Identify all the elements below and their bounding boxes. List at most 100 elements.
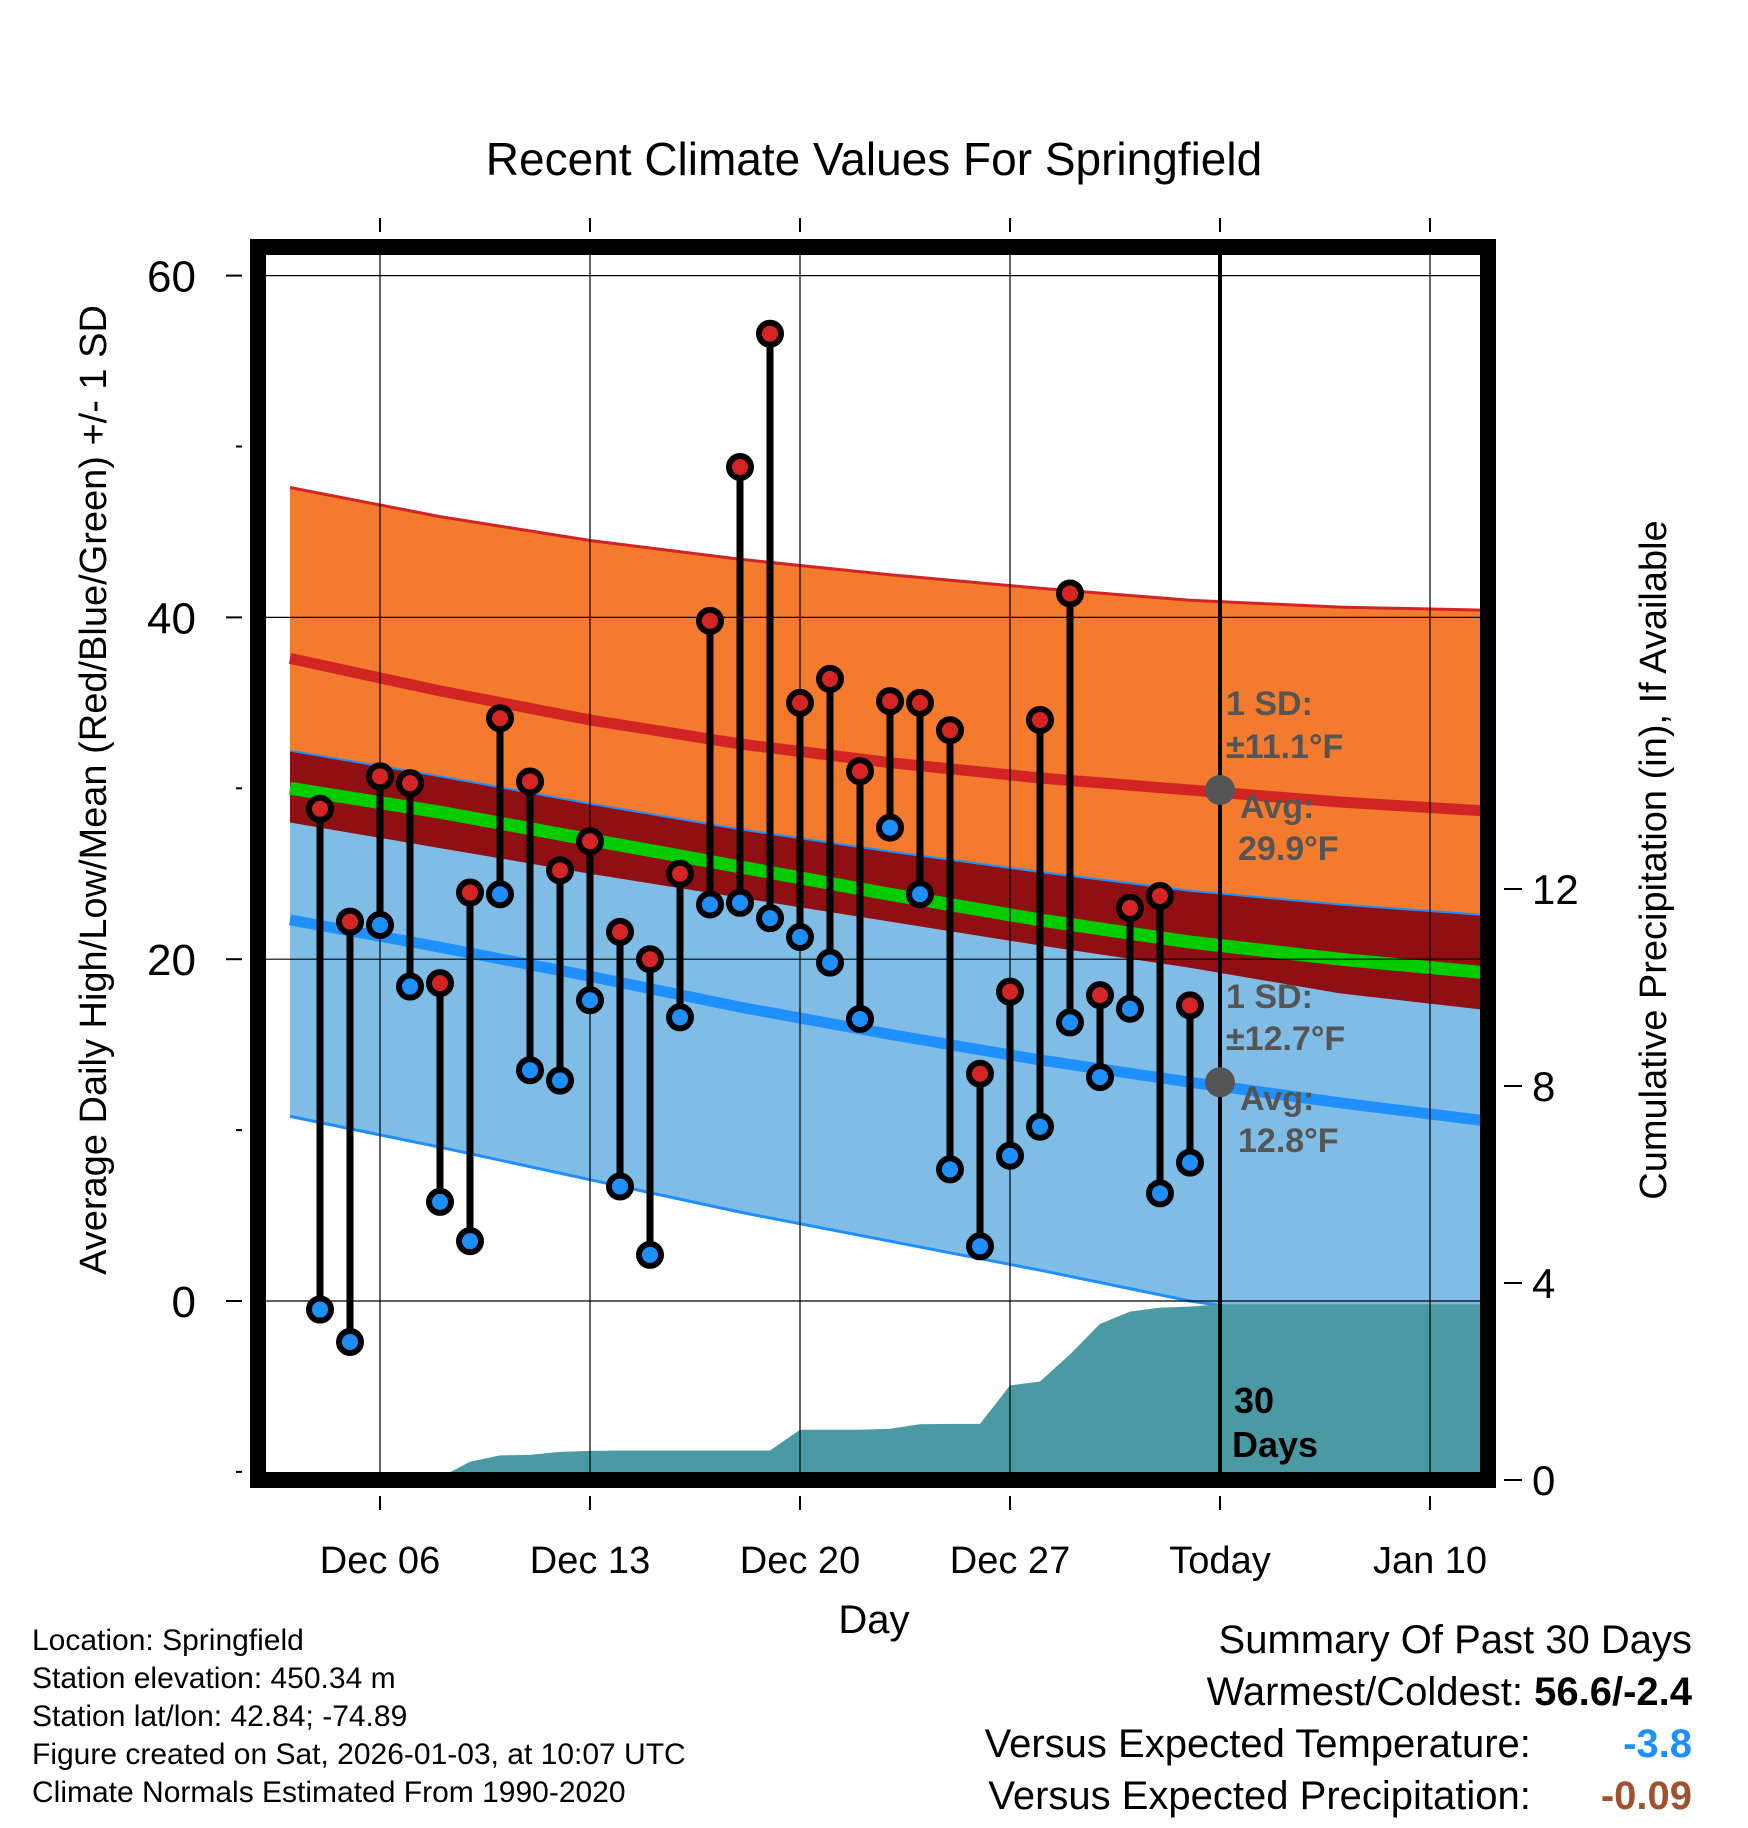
high-temp-point: [336, 907, 364, 936]
y-tick-label: 0: [172, 1278, 196, 1327]
high-temp-point: [966, 1059, 994, 1088]
chart-title: Recent Climate Values For Springfield: [486, 133, 1262, 185]
low-temp-point: [1146, 1179, 1174, 1208]
low-avg-marker: [1205, 1067, 1235, 1098]
low-temp-point: [576, 986, 604, 1015]
high-avg-marker: [1205, 775, 1235, 806]
summary-warm-cold-value: 56.6/-2.4: [1534, 1670, 1692, 1714]
high-temp-point: [1176, 991, 1204, 1020]
y2-tick-label: 8: [1532, 1063, 1555, 1110]
info-created: Figure created on Sat, 2026-01-03, at 10…: [32, 1738, 686, 1771]
days-word-label: Days: [1232, 1424, 1318, 1465]
high-temp-point: [426, 969, 454, 998]
plot-frame: [250, 239, 1496, 1488]
low-temp-point: [1056, 1008, 1084, 1037]
low-temp-point: [486, 880, 514, 909]
low-temp-point: [606, 1172, 634, 1201]
high-temp-point: [1026, 705, 1054, 734]
low-temp-point: [666, 1003, 694, 1032]
low-temp-point: [1116, 994, 1144, 1023]
high-temp-point: [486, 704, 514, 733]
low-temp-point: [336, 1328, 364, 1357]
info-location: Location: Springfield: [32, 1624, 304, 1657]
high-temp-point: [696, 606, 724, 635]
low-temp-point: [1026, 1112, 1054, 1141]
y2-axis-label: Cumulative Precipitation (in), If Availa…: [1633, 520, 1675, 1199]
days-count-label: 30: [1234, 1380, 1274, 1421]
high-temp-point: [666, 859, 694, 888]
high-temp-point: [726, 453, 754, 482]
high-temp-point: [936, 716, 964, 745]
high-temp-point: [876, 687, 904, 716]
high-avg-value: 29.9°F: [1238, 830, 1339, 868]
high-temp-point: [906, 688, 934, 717]
high-sd-label: 1 SD:: [1226, 685, 1313, 723]
high-temp-point: [846, 757, 874, 786]
low-temp-point: [306, 1295, 334, 1324]
low-temp-point: [546, 1066, 574, 1095]
x-tick-label: Dec 20: [740, 1540, 860, 1582]
high-temp-point: [996, 977, 1024, 1006]
high-temp-point: [1146, 881, 1174, 910]
precip-area: [290, 1304, 1488, 1480]
x-tick-label: Dec 06: [320, 1540, 440, 1582]
high-temp-point: [606, 917, 634, 946]
high-temp-point: [576, 827, 604, 856]
mean-temp-line: [288, 781, 1488, 980]
y-tick-label: 60: [147, 253, 196, 302]
low-temp-point: [846, 1005, 874, 1034]
low-sd-label: 1 SD:: [1226, 978, 1313, 1016]
low-mean-line: [289, 914, 1488, 1127]
high-temp-point: [1056, 579, 1084, 608]
high-temp-point: [306, 794, 334, 823]
low-avg-label: Avg:: [1240, 1080, 1314, 1118]
x-axis-label: Day: [838, 1598, 909, 1642]
summary-precipitation: Versus Expected Precipitation: -0.09: [988, 1774, 1692, 1819]
low-temp-point: [726, 888, 754, 917]
high-sd-value: ±11.1°F: [1226, 728, 1343, 766]
y2-tick-label: 4: [1532, 1260, 1555, 1307]
summary-title: Summary Of Past 30 Days: [1218, 1618, 1692, 1662]
low-temp-point: [936, 1155, 964, 1184]
high-temp-point: [1086, 981, 1114, 1010]
summary-temp-label: Versus Expected Temperature:: [984, 1722, 1531, 1766]
low-temp-point: [786, 922, 814, 951]
summary-precip-value: -0.09: [1600, 1774, 1692, 1818]
high-temp-point: [636, 945, 664, 974]
summary-warm-cold-label: Warmest/Coldest:: [1206, 1670, 1523, 1714]
low-temp-point: [966, 1232, 994, 1261]
low-temp-point: [426, 1187, 454, 1216]
plot-area: [258, 247, 1488, 1480]
x-tick-label: Dec 27: [950, 1540, 1070, 1582]
summary-temperature: Versus Expected Temperature: -3.8: [985, 1722, 1692, 1767]
low-temp-point: [756, 904, 784, 933]
low-avg-value: 12.8°F: [1238, 1122, 1339, 1160]
low-temp-point: [1086, 1063, 1114, 1092]
y-tick-label: 20: [147, 936, 196, 985]
summary-temp-value: -3.8: [1623, 1722, 1692, 1766]
low-temp-point: [456, 1227, 484, 1256]
low-temp-point: [996, 1141, 1024, 1170]
y2-tick-label: 0: [1532, 1457, 1555, 1504]
high-temp-point: [786, 688, 814, 717]
high-temp-point: [546, 856, 574, 885]
high-plus-sd-line: [289, 486, 1488, 612]
y-axis-label: Average Daily High/Low/Mean (Red/Blue/Gr…: [73, 305, 115, 1275]
low-temp-point: [696, 890, 724, 919]
high-avg-label: Avg:: [1240, 788, 1314, 826]
info-latlon: Station lat/lon: 42.84; -74.89: [32, 1700, 408, 1733]
high-temp-point: [816, 664, 844, 693]
info-normals: Climate Normals Estimated From 1990-2020: [32, 1776, 626, 1809]
low-temp-point: [906, 880, 934, 909]
low-temp-point: [636, 1240, 664, 1269]
low-temp-point: [396, 972, 424, 1001]
high-temp-point: [1116, 893, 1144, 922]
low-sd-value: ±12.7°F: [1226, 1020, 1345, 1058]
x-tick-label: Today: [1169, 1540, 1270, 1582]
low-temp-point: [1176, 1148, 1204, 1177]
x-tick-label: Dec 13: [530, 1540, 650, 1582]
y-tick-label: 40: [147, 594, 196, 643]
high-temp-point: [396, 769, 424, 798]
x-tick-label: Jan 10: [1373, 1540, 1487, 1582]
